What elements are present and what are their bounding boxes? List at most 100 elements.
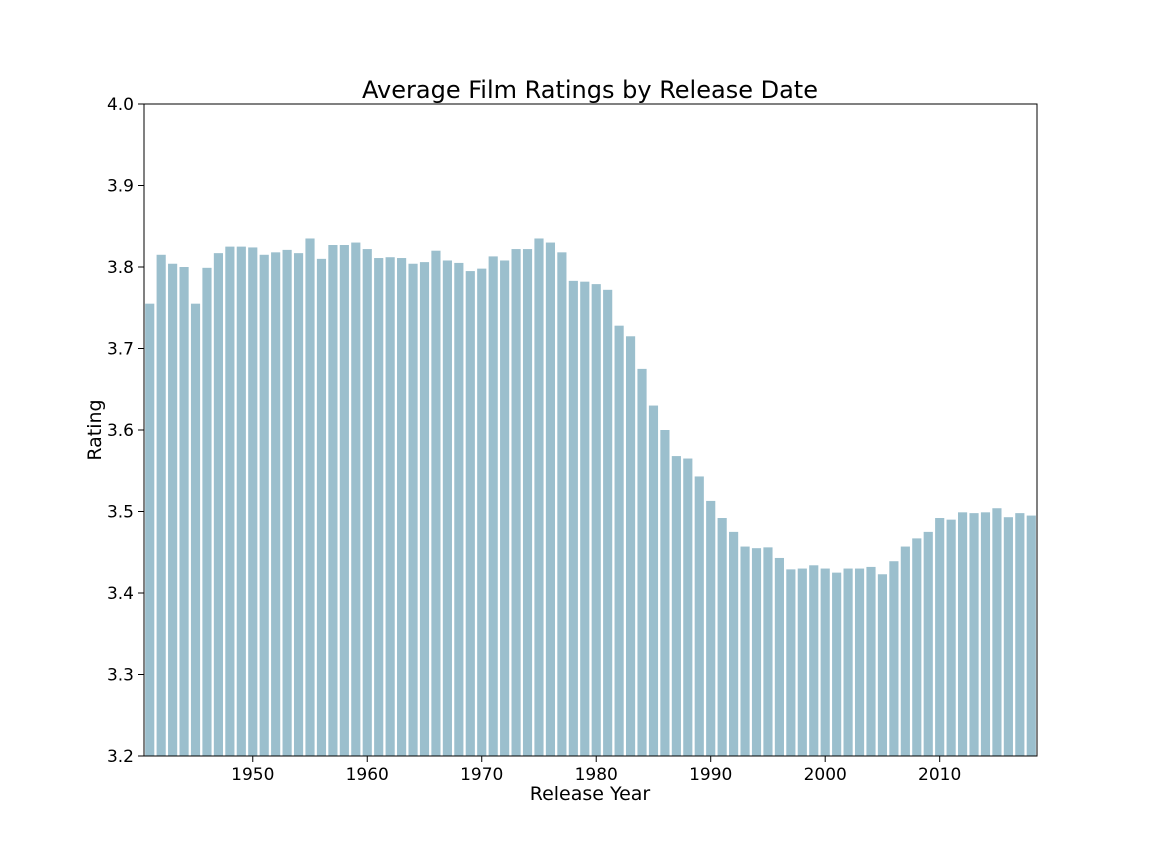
bar-1974 bbox=[522, 249, 533, 756]
x-tick-label: 1970 bbox=[460, 765, 503, 785]
x-tick-label: 1960 bbox=[346, 765, 389, 785]
bar-1947 bbox=[213, 253, 223, 756]
bar-1968 bbox=[454, 262, 464, 756]
bar-1948 bbox=[225, 246, 235, 756]
y-tick-label: 3.8 bbox=[107, 258, 134, 278]
bar-1954 bbox=[293, 253, 304, 756]
bar-1941 bbox=[145, 303, 155, 756]
bar-2006 bbox=[889, 561, 899, 756]
bar-1959 bbox=[351, 242, 361, 757]
bar-1996 bbox=[774, 557, 784, 756]
y-tick-label: 3.4 bbox=[107, 584, 134, 604]
bar-1995 bbox=[763, 547, 773, 756]
bar-1984 bbox=[637, 368, 647, 756]
bar-1944 bbox=[179, 267, 189, 756]
bar-2010 bbox=[935, 518, 945, 756]
bar-2011 bbox=[946, 519, 956, 756]
bar-1982 bbox=[614, 325, 624, 756]
bar-1976 bbox=[545, 242, 556, 757]
bar-1990 bbox=[706, 500, 716, 756]
bar-1992 bbox=[729, 531, 739, 757]
y-tick-label: 3.3 bbox=[107, 666, 134, 686]
x-tick-label: 1990 bbox=[689, 765, 732, 785]
bar-2017 bbox=[1015, 513, 1025, 756]
bar-1961 bbox=[374, 258, 384, 756]
bar-1951 bbox=[259, 254, 269, 756]
bar-2004 bbox=[866, 566, 876, 756]
bar-1989 bbox=[694, 476, 704, 756]
bar-2001 bbox=[832, 572, 842, 756]
y-tick-label: 3.9 bbox=[107, 177, 134, 197]
bar-1985 bbox=[648, 405, 659, 756]
bar-1998 bbox=[797, 568, 807, 756]
bar-1980 bbox=[591, 284, 601, 756]
bar-1952 bbox=[271, 252, 281, 756]
bar-1988 bbox=[683, 458, 693, 756]
bar-2009 bbox=[923, 531, 933, 757]
bar-2000 bbox=[820, 568, 830, 756]
bar-2012 bbox=[958, 512, 968, 756]
bar-1957 bbox=[328, 245, 338, 756]
bar-1975 bbox=[534, 238, 544, 757]
bar-1973 bbox=[511, 249, 521, 756]
bar-1971 bbox=[488, 256, 498, 756]
bar-2007 bbox=[900, 546, 910, 756]
bar-2003 bbox=[854, 568, 865, 756]
bar-2015 bbox=[992, 508, 1002, 756]
bar-1991 bbox=[717, 518, 727, 756]
bar-1969 bbox=[465, 271, 475, 756]
y-tick-label: 3.2 bbox=[107, 747, 134, 767]
x-axis: 1950 1960 1970 1980 1990 2000 2010 bbox=[231, 756, 961, 785]
bar-1956 bbox=[316, 258, 327, 756]
y-tick-label: 3.6 bbox=[107, 421, 134, 441]
x-tick-label: 1980 bbox=[575, 765, 618, 785]
bar-2005 bbox=[877, 574, 888, 756]
bar-1949 bbox=[236, 246, 246, 756]
bars-group bbox=[145, 238, 1036, 757]
bar-2018 bbox=[1026, 515, 1036, 756]
bar-1967 bbox=[442, 260, 452, 756]
bar-1972 bbox=[500, 260, 510, 756]
bar-1966 bbox=[431, 250, 441, 756]
bar-1979 bbox=[580, 281, 590, 756]
bar-1962 bbox=[385, 257, 395, 756]
y-tick-label: 4.0 bbox=[107, 95, 134, 115]
bar-1978 bbox=[568, 280, 578, 756]
y-axis-label: Rating bbox=[84, 399, 106, 460]
bar-1963 bbox=[397, 258, 407, 756]
x-tick-label: 2000 bbox=[804, 765, 847, 785]
bar-1946 bbox=[202, 267, 212, 756]
bar-2008 bbox=[912, 538, 922, 756]
bar-1958 bbox=[339, 245, 349, 756]
bar-1955 bbox=[305, 238, 315, 757]
bar-1965 bbox=[419, 262, 430, 756]
bar-1942 bbox=[156, 254, 166, 756]
bar-2016 bbox=[1003, 517, 1013, 756]
bar-1953 bbox=[282, 249, 292, 756]
x-tick-label: 1950 bbox=[231, 765, 274, 785]
bar-1986 bbox=[660, 430, 670, 756]
x-axis-label: Release Year bbox=[530, 783, 651, 805]
y-tick-label: 3.5 bbox=[107, 503, 134, 523]
bar-1970 bbox=[477, 268, 487, 756]
bar-2014 bbox=[980, 512, 991, 756]
bar-1981 bbox=[603, 289, 613, 756]
chart-title: Average Film Ratings by Release Date bbox=[362, 76, 818, 104]
bar-1943 bbox=[168, 263, 178, 756]
y-tick-label: 3.7 bbox=[107, 340, 134, 360]
bar-1964 bbox=[408, 263, 418, 756]
bar-1983 bbox=[625, 336, 636, 756]
x-tick-label: 2010 bbox=[918, 765, 961, 785]
bar-1960 bbox=[362, 249, 372, 756]
bar-1950 bbox=[248, 247, 258, 756]
bar-1994 bbox=[751, 548, 762, 756]
bar-2013 bbox=[969, 513, 979, 756]
bar-1987 bbox=[671, 456, 681, 756]
bar-1993 bbox=[740, 546, 750, 756]
bar-1999 bbox=[809, 565, 819, 756]
bar-1945 bbox=[190, 303, 201, 756]
y-axis: 3.2 3.3 3.4 3.5 3.6 3.7 3.8 3.9 4.0 bbox=[107, 95, 144, 767]
bar-1997 bbox=[786, 569, 796, 756]
bar-1977 bbox=[557, 252, 567, 756]
